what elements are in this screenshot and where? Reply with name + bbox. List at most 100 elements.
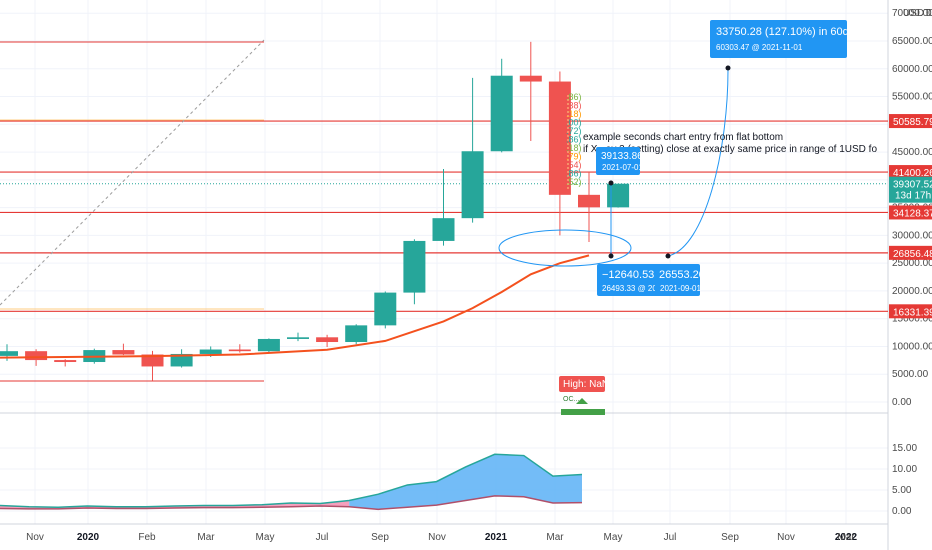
osc-tick-label: 10.00 bbox=[892, 464, 917, 475]
candle-body bbox=[0, 351, 18, 356]
price-level-label-text: 39307.52 bbox=[893, 180, 932, 191]
price-level-label-bg bbox=[889, 114, 932, 129]
time-axis[interactable]: Nov 2020 Feb Mar May Jul Sep Nov 2021 Mar May Jul Se… bbox=[26, 532, 857, 543]
candle-body bbox=[257, 338, 280, 352]
tooltip-d[interactable]: 33750.28 (127.10%) in 60d 23h 60303.47 @… bbox=[710, 20, 870, 58]
time-tick-label: 2022 bbox=[835, 532, 858, 543]
point-marker-d[interactable] bbox=[725, 65, 731, 71]
price-tick-label: 30000.00 bbox=[892, 230, 932, 241]
candle-body bbox=[490, 75, 513, 152]
fib-label: .86) bbox=[566, 92, 582, 102]
dashed-trend-line[interactable] bbox=[0, 39, 265, 306]
tooltip-b-main: −12640.53 (− bbox=[602, 269, 667, 281]
time-tick-label: Nov bbox=[26, 532, 44, 543]
candle-body bbox=[287, 337, 309, 339]
currency-label: USDT 0 bbox=[903, 8, 932, 19]
time-tick-label: Nov bbox=[428, 532, 446, 543]
fib-label: .18) bbox=[566, 143, 582, 153]
fib-label: .79) bbox=[566, 152, 582, 162]
flat-bottom-ellipse[interactable] bbox=[498, 229, 632, 267]
candle-body bbox=[432, 218, 455, 241]
time-tick-label: Feb bbox=[138, 532, 156, 543]
candle-body bbox=[403, 240, 426, 293]
time-tick-label: May bbox=[256, 532, 275, 543]
fib-labels: .86).38).18).00).72).86).18).79).54).86)… bbox=[566, 92, 582, 190]
candle-body bbox=[54, 360, 77, 363]
price-level-label-text: 50585.79 bbox=[893, 117, 932, 128]
candle bbox=[519, 41, 542, 141]
price-tick-label: 60000.00 bbox=[892, 64, 932, 75]
time-tick-label: Mar bbox=[546, 532, 564, 543]
fib-label: .86) bbox=[566, 135, 582, 145]
price-level-label[interactable]: 41400.26 bbox=[889, 165, 932, 180]
fib-label: .18) bbox=[566, 109, 582, 119]
price-level-label[interactable]: 16331.39 bbox=[889, 304, 932, 319]
point-marker-b[interactable] bbox=[608, 253, 614, 259]
candle-body bbox=[228, 349, 251, 352]
tooltip-b[interactable]: −12640.53 (− 26493.33 @ 2021 bbox=[597, 264, 667, 296]
price-level-label[interactable]: 34128.37 bbox=[889, 205, 932, 220]
currency-code: USDT bbox=[903, 8, 930, 19]
price-level-label-bg bbox=[889, 205, 932, 220]
tooltip-c-date: 2021-09-01 bbox=[660, 284, 701, 293]
tooltip-b-sub: 26493.33 @ 2021 bbox=[602, 284, 666, 293]
price-level-label[interactable]: 50585.79 bbox=[889, 114, 932, 129]
tooltip-c-main: 26553.20 bbox=[659, 269, 705, 281]
price-axis[interactable]: 0.00 5000.00 10000.00 15000.00 20000.00 25000… bbox=[889, 8, 932, 408]
price-level-label[interactable]: 26856.48 bbox=[889, 245, 932, 260]
tooltip-d-bg bbox=[710, 20, 847, 58]
osc-line-2 bbox=[0, 495, 583, 511]
fib-label: .86) bbox=[566, 169, 582, 179]
candle-body bbox=[578, 194, 600, 208]
point-marker-a[interactable] bbox=[608, 180, 614, 186]
green-arrow-icon bbox=[576, 398, 588, 404]
candle bbox=[432, 169, 455, 246]
moving-average-line bbox=[0, 254, 590, 359]
tooltip-b-bg bbox=[597, 264, 661, 296]
tooltip-a[interactable]: 39133.86 2021-07-01 bbox=[596, 147, 643, 175]
price-level-label-text: 26856.48 bbox=[893, 249, 932, 260]
high-nan-marker[interactable]: High: NaN OC... bbox=[559, 376, 609, 415]
price-level-label-text: 16331.39 bbox=[893, 307, 932, 318]
tooltip-c-bg bbox=[655, 264, 700, 296]
point-marker-c[interactable] bbox=[665, 253, 671, 259]
price-tick-label: 25000.00 bbox=[892, 258, 932, 269]
candle bbox=[257, 338, 280, 353]
candle-body bbox=[345, 325, 368, 343]
tooltip-c[interactable]: 26553.20 2021-09-01 bbox=[655, 264, 705, 296]
candle-body bbox=[199, 349, 222, 354]
price-level-label-text: 41400.26 bbox=[893, 168, 932, 179]
candle bbox=[170, 349, 193, 368]
green-label-bg bbox=[561, 409, 605, 415]
annotation-drawings[interactable] bbox=[498, 65, 731, 267]
tooltip-d-main: 33750.28 (127.10%) in 60d 23h bbox=[716, 26, 870, 38]
oscillator-axis[interactable]: 0.00 5.00 10.00 15.00 bbox=[892, 443, 917, 517]
time-tick-label: Mar bbox=[197, 532, 215, 543]
candle bbox=[112, 343, 135, 356]
chart-grid bbox=[0, 0, 889, 550]
candle-body bbox=[374, 292, 397, 326]
price-tick-label: 70000.00 bbox=[892, 8, 932, 19]
time-tick-label: 2021 bbox=[485, 532, 508, 543]
tooltip-a-main: 39133.86 bbox=[601, 151, 643, 162]
annotation-text-line-2[interactable]: if X...ay 3 (setting) close at exactly s… bbox=[583, 144, 877, 155]
price-level-countdown: 13d 17h bbox=[895, 191, 931, 202]
candle-body bbox=[316, 337, 339, 343]
candle-body bbox=[141, 354, 164, 367]
price-tick-label: 20000.00 bbox=[892, 286, 932, 297]
time-tick-label: Sep bbox=[721, 532, 739, 543]
candle bbox=[403, 239, 426, 305]
candle-body bbox=[25, 351, 48, 361]
time-tick-label: May bbox=[604, 532, 623, 543]
fib-label: .00) bbox=[566, 118, 582, 128]
tooltip-a-bg bbox=[596, 147, 640, 175]
candle-body bbox=[112, 350, 135, 355]
time-tick-label: Jul bbox=[316, 532, 329, 543]
osc-line-1 bbox=[0, 453, 583, 508]
projection-arc[interactable] bbox=[667, 69, 729, 257]
annotation-text-line-1[interactable]: example seconds chart entry from flat bo… bbox=[583, 132, 783, 143]
candle bbox=[490, 58, 513, 153]
price-tick-label: 45000.00 bbox=[892, 147, 932, 158]
